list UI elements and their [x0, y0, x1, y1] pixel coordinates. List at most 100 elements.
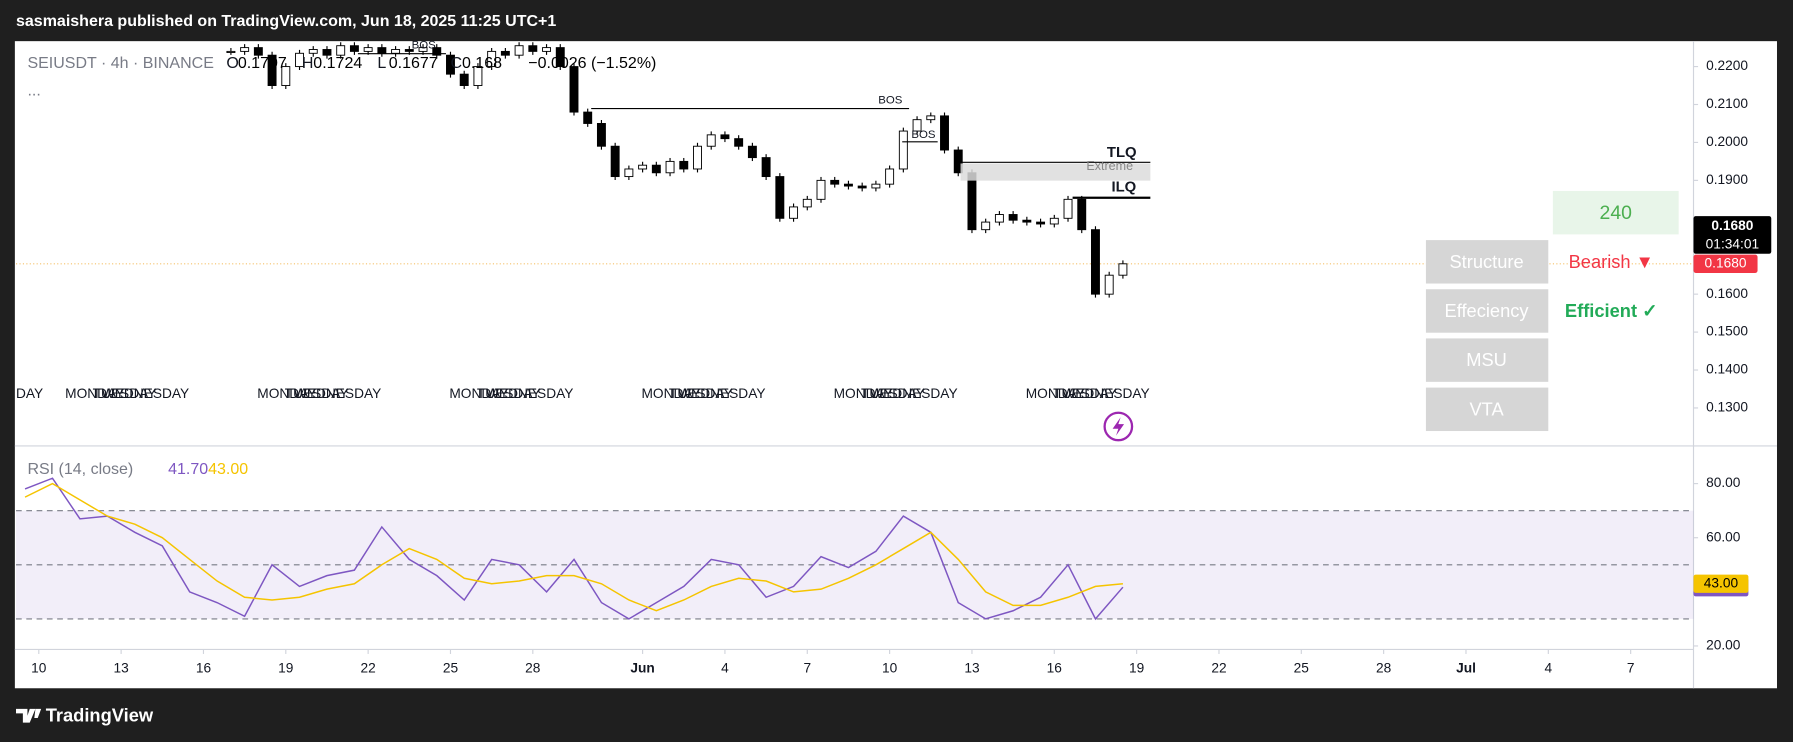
panel-value: 240 [1600, 202, 1633, 224]
weekday-label: WEDNESDAY [1062, 386, 1149, 401]
weekday-label: MONDAY [642, 386, 701, 401]
candle-body [363, 47, 373, 52]
value-tag [1693, 574, 1749, 593]
candle-body [967, 172, 977, 231]
ohlc-key: C [451, 55, 463, 72]
candle-body [926, 115, 936, 121]
panel-label: MSU [1466, 349, 1507, 370]
candle-body [322, 49, 332, 56]
candle-body [706, 134, 716, 147]
candle-body [487, 50, 497, 68]
candle-body [940, 115, 949, 151]
candle-body [624, 168, 634, 178]
ohlc-key: O [226, 55, 238, 72]
candle-body [336, 45, 346, 56]
panel-label: Structure [1449, 251, 1523, 272]
candle-body [432, 47, 442, 56]
candle-body [871, 183, 881, 189]
weekday-label: MONDAY [257, 386, 316, 401]
x-tick-label: Jul [1456, 660, 1476, 675]
event-icon-bolt [1112, 417, 1125, 436]
candle-body [569, 66, 579, 113]
weekday-label: WEDNESDAY [870, 386, 957, 401]
weekday-label: TUESDAY [669, 386, 733, 401]
extreme-zone [960, 163, 1151, 181]
candle-body [610, 145, 620, 178]
y-tick-label: 80.00 [1706, 475, 1741, 490]
candle-body [1118, 263, 1128, 276]
weekday-label: MONDAY [834, 386, 893, 401]
ohlc-value: 0.1707 [238, 55, 287, 72]
candle-body [830, 179, 840, 185]
rsi-title: RSI (14, close) [27, 461, 133, 478]
weekday-label: TUESDAY [1053, 386, 1117, 401]
candle-body [240, 47, 250, 52]
y-tick-label: 0.2100 [1706, 96, 1748, 111]
weekday-label: WEDNESDAY [486, 386, 573, 401]
x-tick-label: 7 [1627, 660, 1635, 675]
weekday-label: TUESDAY [93, 386, 157, 401]
ohlc-change: −0.0026 (−1.52%) [528, 55, 656, 72]
candle-body [789, 206, 799, 219]
publisher: sasmaishera published on TradingView.com… [16, 13, 556, 30]
y-tick-label: 0.1500 [1706, 324, 1748, 339]
ohlc-value: 0.1677 [389, 55, 438, 72]
candle-body [446, 54, 455, 75]
weekday-label: WEDNESDAY [102, 386, 189, 401]
value-tag-label: 43.00 [1704, 575, 1739, 590]
candle-body [349, 45, 359, 52]
x-tick-label: 13 [964, 660, 980, 675]
legend-value: 41.70 [168, 461, 208, 478]
price-tag-label: 0.1680 [1711, 218, 1753, 233]
candle-body [1091, 229, 1100, 295]
weekday-label: WEDNESDAY [678, 386, 765, 401]
panel-status: Efficient ✓ [1565, 300, 1658, 321]
rsi-line [24, 477, 1124, 621]
ohlc-key: H [302, 55, 314, 72]
candle-body [802, 198, 812, 208]
candle-body [267, 54, 277, 86]
candle-body [1077, 198, 1087, 231]
x-tick-label: 19 [278, 660, 293, 675]
weekday-label: TUESDAY [477, 386, 541, 401]
candle-body [1049, 217, 1059, 225]
candle-body [308, 49, 318, 54]
weekday-label: MONDAY [65, 386, 124, 401]
x-tick-label: 4 [1545, 660, 1553, 675]
weekday-label: TUESDAY [285, 386, 349, 401]
panel-label: Effeciency [1445, 300, 1530, 321]
candle-body [1063, 198, 1073, 219]
y-tick-label: 0.1900 [1706, 172, 1748, 187]
ohlc-value: 0.1724 [313, 55, 362, 72]
panel-label: VTA [1469, 398, 1504, 419]
candle-body [500, 50, 510, 56]
x-tick-label: 19 [1129, 660, 1144, 675]
y-tick-label: 60.00 [1706, 529, 1741, 544]
x-tick-label: 16 [196, 660, 212, 675]
candle-body [665, 160, 675, 174]
x-tick-label: 13 [113, 660, 129, 675]
candle-body [596, 123, 606, 147]
x-tick-label: 28 [1376, 660, 1392, 675]
x-tick-label: 4 [721, 660, 729, 675]
candle-body [253, 47, 263, 56]
annotation: BOS [911, 129, 936, 141]
y-tick-label: 0.1400 [1706, 362, 1748, 377]
candle-body [638, 164, 648, 170]
countdown: 01:34:01 [1706, 236, 1759, 251]
symbol: SEIUSDT · 4h · BINANCE [27, 55, 213, 72]
ohlc-value: 0.168 [462, 55, 502, 72]
y-tick-label: 20.00 [1706, 638, 1741, 653]
candle-body [542, 47, 552, 52]
candle-body [391, 49, 401, 54]
panel-row [1425, 289, 1549, 333]
weekday-label: MONDAY [1026, 386, 1085, 401]
brand: TradingView [46, 705, 154, 726]
x-tick-label: 7 [803, 660, 811, 675]
overlay: BOS BOS BOS TLQ ILQ Extreme SEIUSDT · 4h… [16, 40, 1772, 726]
panel-row [1425, 387, 1549, 432]
candle-body [693, 145, 702, 170]
weekday-label: DAY [16, 386, 43, 401]
